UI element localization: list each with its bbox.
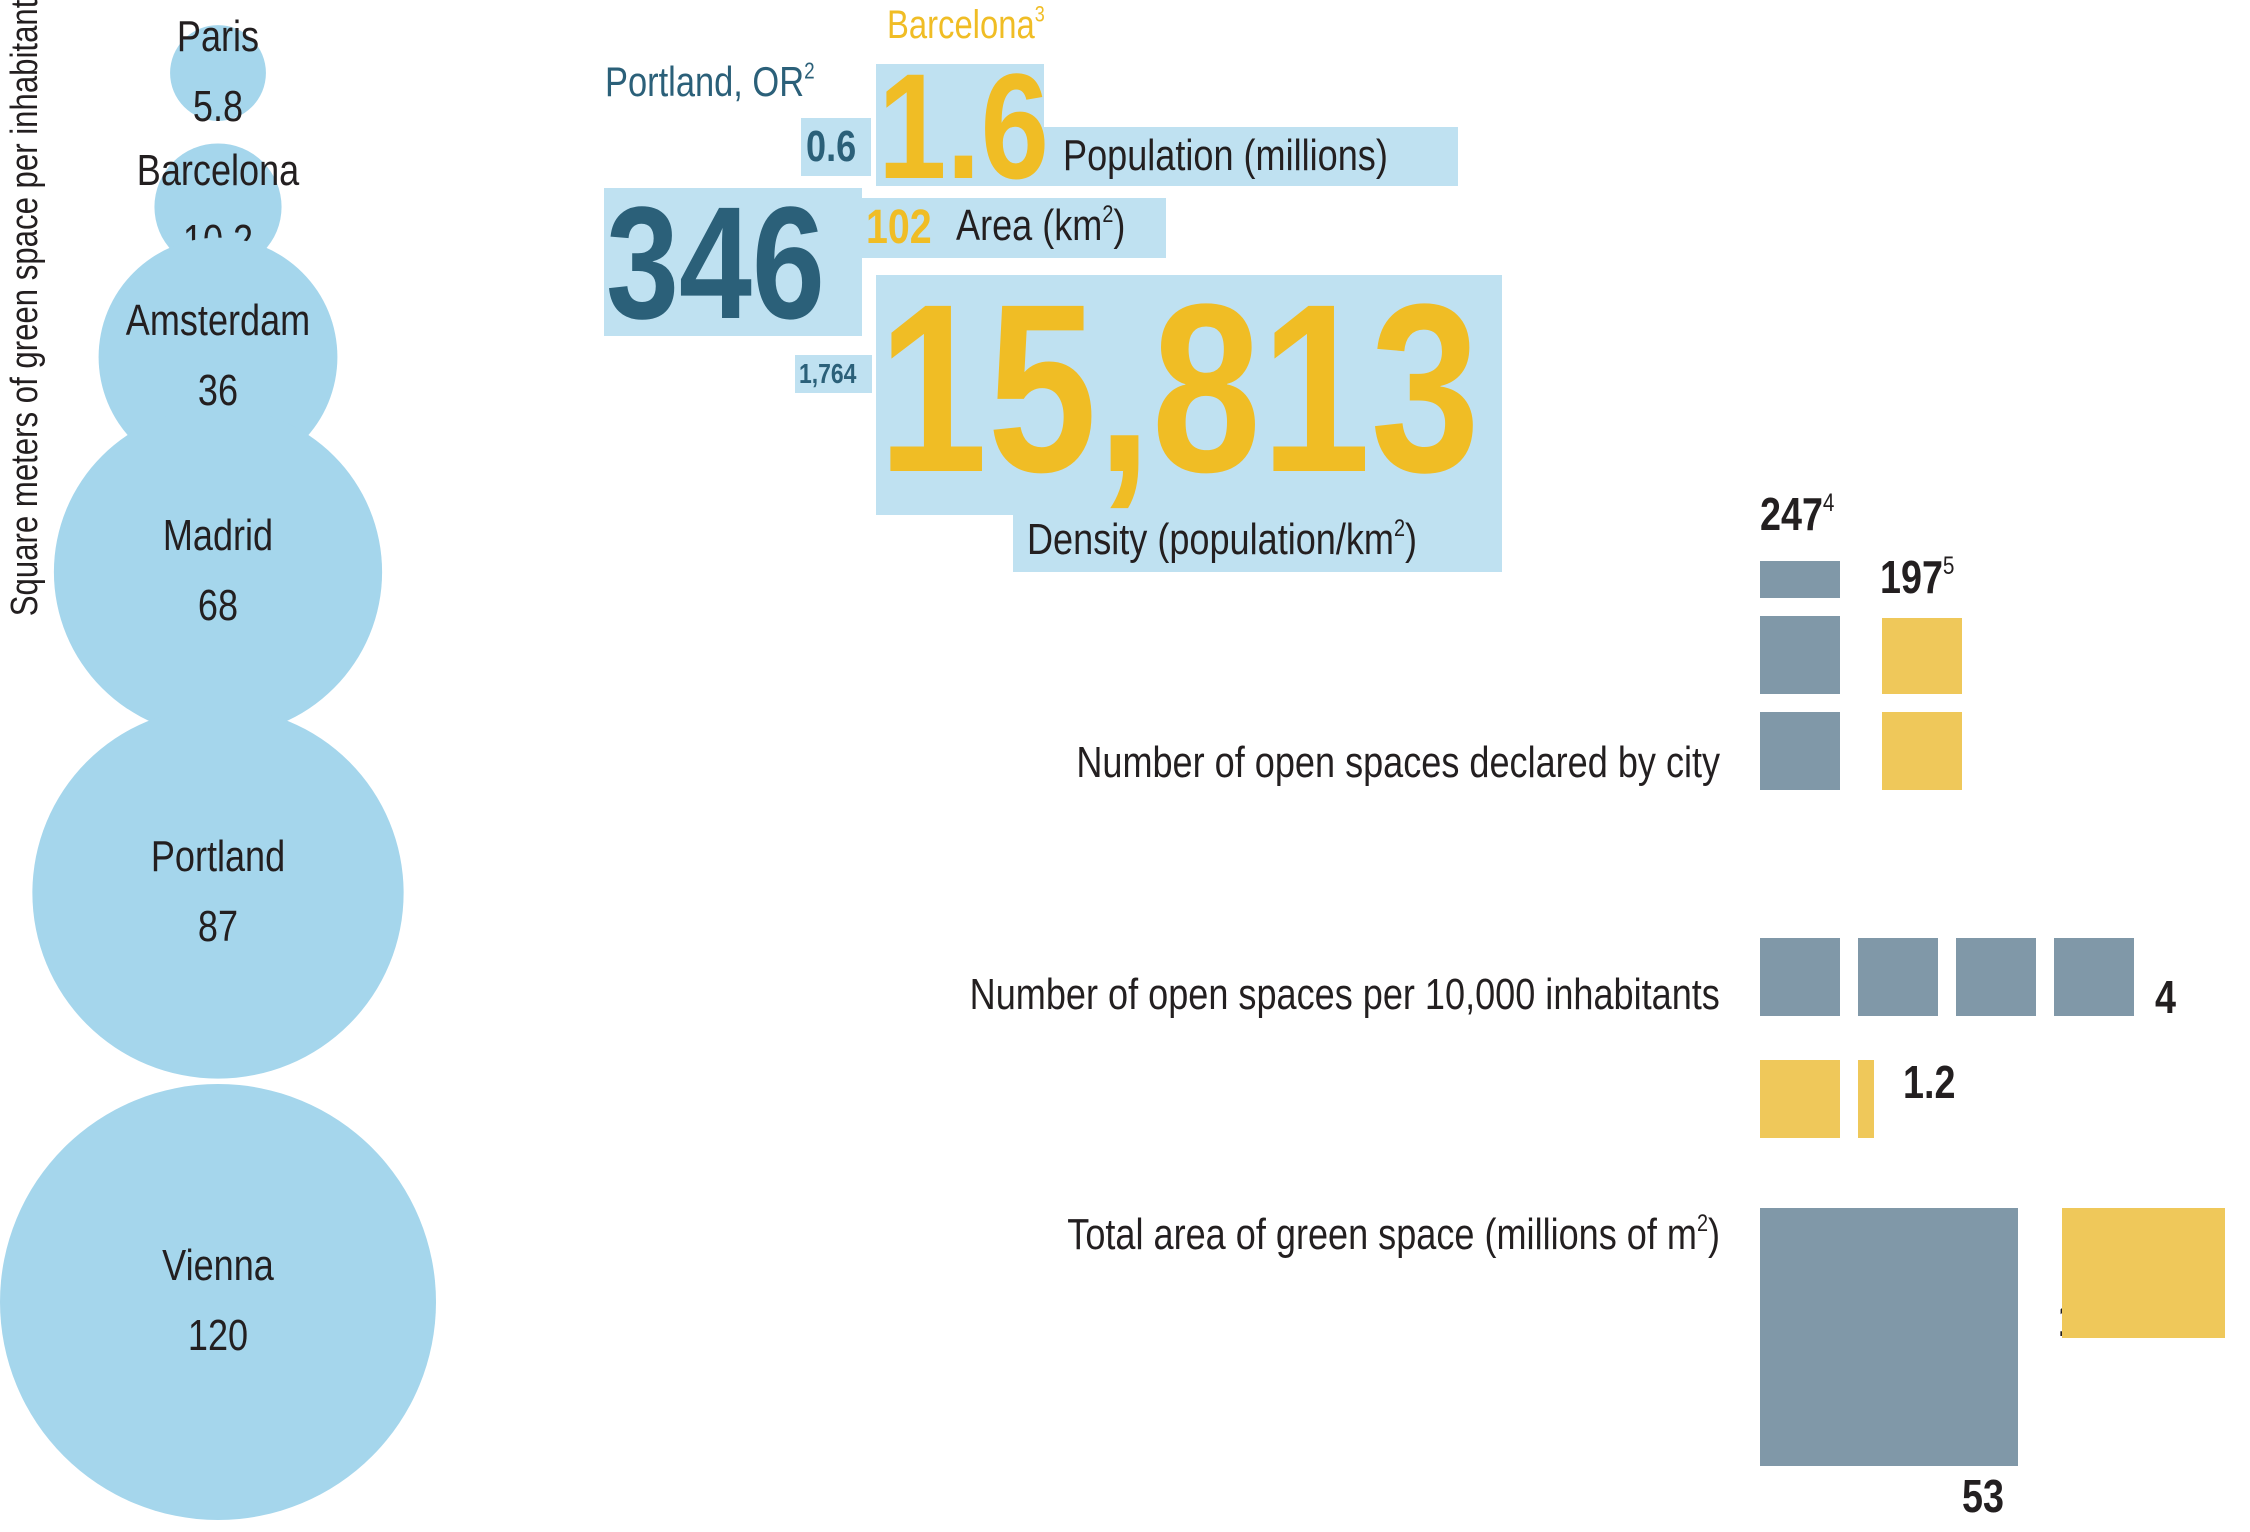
declared-portland-block xyxy=(1760,712,1840,790)
bubble-label-barcelona: Barcelona xyxy=(137,146,300,195)
area-label: Area (km2) xyxy=(956,200,1126,250)
declared-label: Number of open spaces declared by city xyxy=(1076,738,1720,787)
declared-barcelona-value: 1975 xyxy=(1880,551,1955,603)
bubble-barcelona xyxy=(154,143,282,271)
total-portland-square xyxy=(1760,1208,2018,1466)
per10k-label: Number of open spaces per 10,000 inhabit… xyxy=(969,970,1720,1019)
bubble-value-portland: 87 xyxy=(198,902,238,951)
bubble-vienna xyxy=(0,1084,436,1520)
bubble-value-paris: 5.8 xyxy=(193,82,243,131)
declared-barcelona-block-partial xyxy=(1882,618,1962,694)
barcelona-header: Barcelona3 xyxy=(887,1,1045,47)
bubble-label-amsterdam: Amsterdam xyxy=(126,296,310,345)
portland-population-panel xyxy=(801,118,871,176)
density-panel xyxy=(876,275,1502,515)
bubble-value-madrid: 68 xyxy=(198,581,238,630)
portland-header: Portland, OR2 xyxy=(605,57,815,105)
area-panel xyxy=(862,198,1166,258)
bubble-value-amsterdam: 36 xyxy=(198,366,238,415)
declared-portland-value: 2474 xyxy=(1760,488,1835,540)
barcelona-density-value: 15,813 xyxy=(878,254,1480,522)
total-barcelona-square xyxy=(2062,1208,2226,1339)
bubble-axis-label: Square meters of green space per inhabit… xyxy=(4,0,46,617)
per10k-portland-block xyxy=(1760,938,1840,1016)
population-label-panel xyxy=(876,127,1458,186)
declared-portland-block xyxy=(1760,616,1840,694)
per10k-barcelona-block xyxy=(1760,1060,1840,1138)
per10k-barcelona-value: 1.2 xyxy=(1903,1056,1956,1108)
bubble-madrid xyxy=(53,407,383,737)
total-portland-value: 53 xyxy=(1962,1470,2004,1522)
declared-portland-block-partial xyxy=(1760,561,1840,598)
portland-density-value: 1,764 xyxy=(799,358,857,389)
bubble-portland xyxy=(32,707,404,1079)
per10k-barcelona-block-partial xyxy=(1858,1060,1874,1138)
per10k-portland-block xyxy=(2054,938,2134,1016)
population-label: Population (millions) xyxy=(1063,131,1388,180)
per10k-portland-block xyxy=(1858,938,1938,1016)
portland-area-value: 346 xyxy=(606,173,825,352)
per10k-portland-value: 4 xyxy=(2155,971,2176,1023)
bubble-label-vienna: Vienna xyxy=(162,1241,274,1290)
bubble-label-madrid: Madrid xyxy=(163,511,273,560)
portland-density-panel xyxy=(795,355,872,393)
portland-area-panel xyxy=(604,188,862,336)
portland-population-value: 0.6 xyxy=(806,122,857,171)
density-label: Density (population/km2) xyxy=(1027,514,1418,564)
declared-barcelona-block xyxy=(1882,712,1962,790)
bubble-value-vienna: 120 xyxy=(188,1311,248,1360)
barcelona-population-value: 1.6 xyxy=(878,42,1049,210)
per10k-portland-block xyxy=(1956,938,2036,1016)
total-label: Total area of green space (millions of m… xyxy=(1067,1209,1720,1259)
density-label-panel xyxy=(1013,512,1502,572)
bubble-label-paris: Paris xyxy=(177,12,259,61)
barcelona-area-value: 102 xyxy=(866,201,932,254)
bubble-label-portland: Portland xyxy=(151,832,285,881)
bubble-chart: Paris5.8Barcelona10.2Amsterdam36Madrid68… xyxy=(0,12,436,1520)
bubble-amsterdam xyxy=(98,237,338,477)
bubble-paris xyxy=(170,25,266,121)
